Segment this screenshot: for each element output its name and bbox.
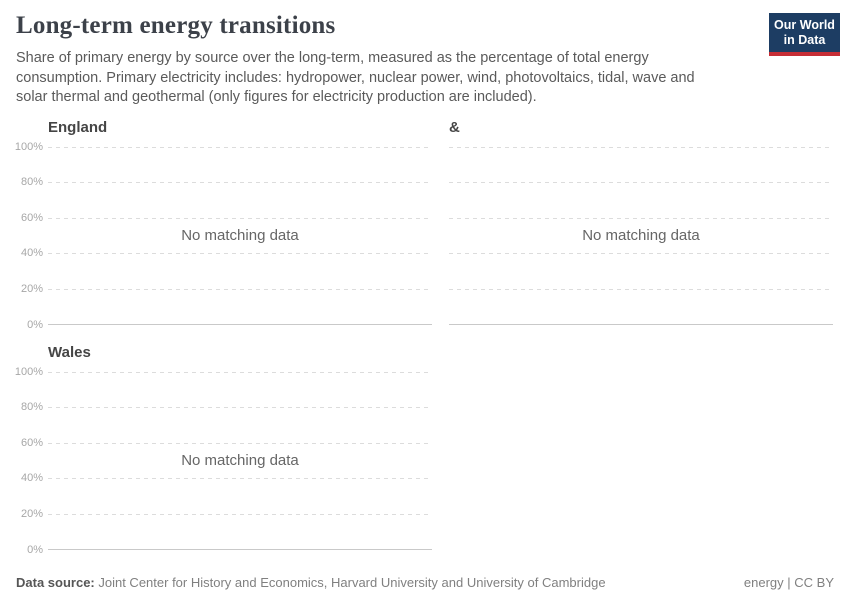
- y-tick-label-0: 0%: [27, 318, 43, 331]
- facet-england: England 100% 80% 60% 40% 20% 0% No match…: [15, 118, 432, 331]
- gridline-80: [449, 182, 833, 184]
- facet-grid: England 100% 80% 60% 40% 20% 0% No match…: [0, 118, 850, 556]
- chart-footer: Data source: Joint Center for History an…: [16, 575, 834, 590]
- gridline-100: [449, 146, 833, 148]
- gridline-80: [48, 182, 432, 184]
- gridline-60: [449, 217, 833, 219]
- y-tick-label-60: 60%: [20, 211, 43, 224]
- axis-zero-line: [48, 548, 432, 550]
- gridline-40: [48, 478, 432, 480]
- y-tick-label-20: 20%: [20, 282, 43, 295]
- y-tick-label-80: 80%: [20, 401, 43, 414]
- gridline-60: [48, 217, 432, 219]
- facet-title-england: England: [48, 118, 108, 136]
- chart-header: Long-term energy transitions Share of pr…: [0, 0, 850, 108]
- y-tick-label-40: 40%: [20, 247, 43, 260]
- facet-title-wales: Wales: [48, 343, 91, 361]
- facet-plot-england: 100% 80% 60% 40% 20% 0% No matching data: [15, 141, 432, 331]
- owid-logo-line1: Our World: [774, 18, 835, 32]
- data-source-text: Joint Center for History and Economics, …: [94, 575, 606, 590]
- license-link[interactable]: energy | CC BY: [743, 575, 834, 590]
- chart-title: Long-term energy transitions: [16, 12, 336, 39]
- gridline-40: [449, 253, 833, 255]
- y-tick-label-100: 100%: [14, 365, 43, 378]
- chart-subtitle: Share of primary energy by source over t…: [16, 50, 695, 105]
- gridline-80: [48, 407, 432, 409]
- data-source-label: Data source:: [16, 575, 95, 590]
- no-data-message-ampersand: No matching data: [582, 227, 700, 244]
- no-data-message-wales: No matching data: [181, 452, 299, 469]
- axis-zero-line: [449, 323, 833, 325]
- y-tick-label-60: 60%: [20, 436, 43, 449]
- gridline-40: [48, 253, 432, 255]
- axis-zero-line: [48, 323, 432, 325]
- facet-ampersand: & No matching data: [449, 119, 833, 325]
- y-tick-label-80: 80%: [20, 176, 43, 189]
- gridline-100: [48, 371, 432, 373]
- y-tick-label-0: 0%: [27, 543, 43, 556]
- gridline-20: [48, 288, 432, 290]
- owid-logo: Our World in Data: [769, 13, 840, 56]
- facet-empty: [449, 344, 833, 550]
- facet-wales: Wales 100% 80% 60% 40% 20% 0% No matchin…: [15, 343, 432, 556]
- owid-logo-line2: in Data: [783, 33, 826, 47]
- facet-title-ampersand: &: [449, 118, 460, 136]
- gridline-60: [48, 442, 432, 444]
- gridline-100: [48, 146, 432, 148]
- no-data-message-england: No matching data: [181, 227, 299, 244]
- y-tick-label-40: 40%: [20, 472, 43, 485]
- gridline-20: [449, 288, 833, 290]
- gridline-20: [48, 513, 432, 515]
- y-tick-label-100: 100%: [14, 140, 43, 153]
- data-source-line: Data source: Joint Center for History an…: [16, 575, 606, 590]
- y-tick-label-20: 20%: [20, 507, 43, 520]
- facet-plot-ampersand: No matching data: [449, 146, 833, 325]
- facet-plot-wales: 100% 80% 60% 40% 20% 0% No matching data: [15, 366, 432, 556]
